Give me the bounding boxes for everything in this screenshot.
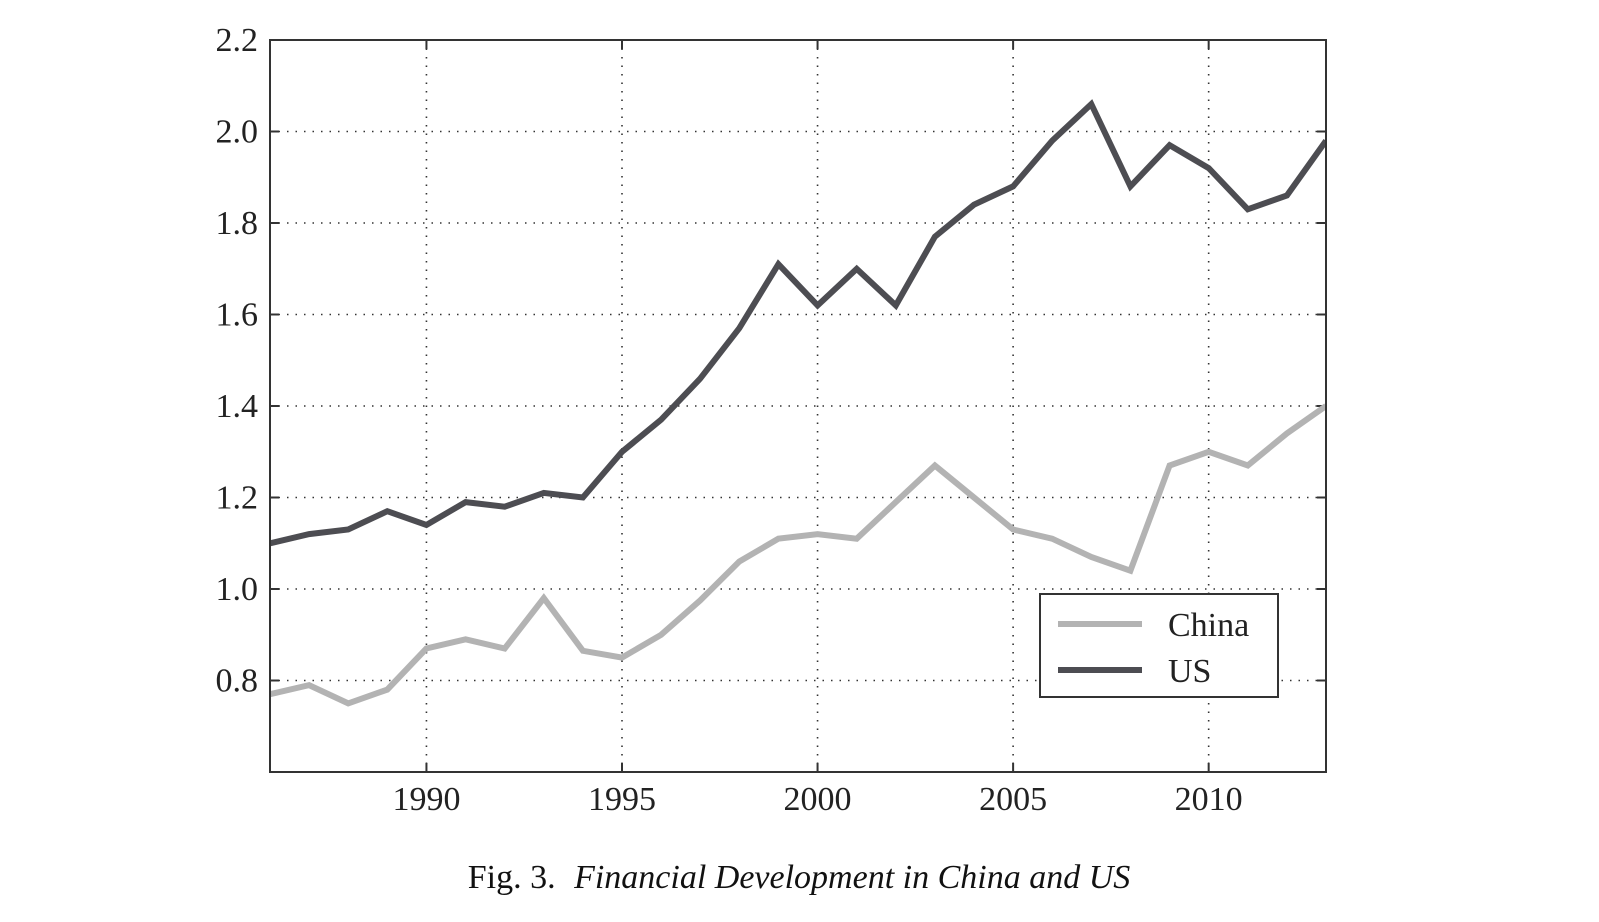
legend: China US <box>1039 593 1279 698</box>
y-tick-label: 2.2 <box>216 22 259 59</box>
y-tick-label: 1.8 <box>216 205 259 242</box>
series-line-china <box>270 403 1326 707</box>
legend-box <box>1039 593 1279 698</box>
x-tick-label: 2005 <box>979 781 1047 818</box>
series-layer <box>270 99 1326 707</box>
x-tick-label: 1995 <box>588 781 656 818</box>
y-tick-label: 1.2 <box>216 480 259 517</box>
y-tick-label: 1.0 <box>216 571 259 608</box>
legend-label-china: China <box>1168 607 1249 644</box>
y-tick-label: 1.4 <box>216 388 259 425</box>
series-line-us <box>270 99 1326 547</box>
plot-frame <box>269 39 1327 773</box>
figure-caption: Fig. 3. Financial Development in China a… <box>468 859 1131 896</box>
x-tick-label: 2000 <box>784 781 852 818</box>
y-tick-label: 1.6 <box>216 297 259 334</box>
y-tick-label: 0.8 <box>216 663 259 700</box>
legend-label-us: US <box>1168 653 1211 690</box>
caption-prefix: Fig. 3. <box>468 859 556 896</box>
x-tick-label: 2010 <box>1175 781 1243 818</box>
y-tick-label: 2.0 <box>216 114 259 151</box>
x-tick-labels: 1990 1995 2000 2005 2010 <box>392 781 1242 818</box>
tick-layer <box>270 39 1326 772</box>
y-tick-labels: 0.8 1.0 1.2 1.4 1.6 1.8 2.0 2.2 <box>216 22 259 700</box>
caption-title: Financial Development in China and US <box>573 859 1130 896</box>
x-tick-label: 1990 <box>392 781 460 818</box>
